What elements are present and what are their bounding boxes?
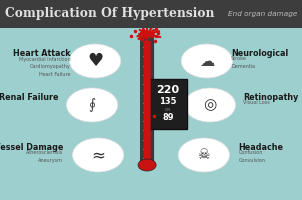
Text: Headache: Headache: [239, 142, 284, 152]
Text: Retinopathy: Retinopathy: [243, 92, 298, 102]
Text: ◎: ◎: [203, 98, 217, 112]
Text: Renal Failure: Renal Failure: [0, 92, 59, 102]
Text: Visual Loss: Visual Loss: [243, 100, 270, 106]
Circle shape: [72, 138, 124, 172]
Text: Dementia: Dementia: [231, 64, 255, 69]
Text: ≈: ≈: [91, 146, 105, 164]
Text: 220: 220: [156, 85, 180, 95]
Circle shape: [66, 88, 118, 122]
Text: ∮: ∮: [88, 98, 96, 112]
Text: ☁: ☁: [199, 53, 214, 68]
Text: Heart Attack: Heart Attack: [13, 48, 71, 58]
Text: Complication Of Hypertension: Complication Of Hypertension: [5, 7, 214, 21]
FancyBboxPatch shape: [140, 32, 154, 168]
Text: Aneurysm: Aneurysm: [38, 158, 63, 163]
Text: ♥: ♥: [87, 52, 103, 70]
Text: ☠: ☠: [198, 148, 210, 162]
Text: Blood Vessel Damage: Blood Vessel Damage: [0, 142, 63, 152]
Text: Myocardial Infarction: Myocardial Infarction: [19, 56, 71, 62]
Text: 135: 135: [159, 98, 177, 106]
Circle shape: [178, 138, 230, 172]
Text: Confusion: Confusion: [239, 150, 263, 156]
Text: Neurological: Neurological: [231, 48, 288, 58]
Text: 89: 89: [162, 114, 174, 122]
FancyBboxPatch shape: [149, 79, 187, 129]
FancyBboxPatch shape: [142, 31, 153, 41]
Circle shape: [69, 44, 121, 78]
Bar: [0, 0, 302, 28]
FancyBboxPatch shape: [143, 36, 151, 162]
Circle shape: [181, 44, 233, 78]
Text: End organ damage: End organ damage: [228, 11, 297, 17]
Text: Cardiomyopathy: Cardiomyopathy: [30, 64, 71, 69]
Text: OR: OR: [165, 108, 171, 112]
Text: Convulsion: Convulsion: [239, 158, 265, 163]
Circle shape: [138, 159, 156, 171]
Circle shape: [184, 88, 236, 122]
Text: Heart Failure: Heart Failure: [40, 72, 71, 77]
Text: Stroke: Stroke: [231, 56, 247, 62]
Text: Atherosclerosis: Atherosclerosis: [26, 150, 63, 156]
